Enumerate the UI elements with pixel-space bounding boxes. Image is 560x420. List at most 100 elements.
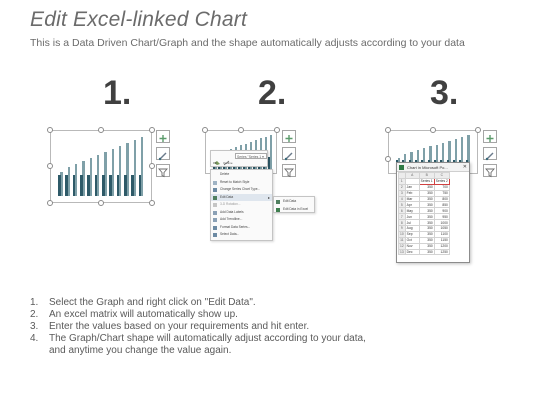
chart-elements-plus-icon[interactable] [156, 130, 170, 143]
data-cell[interactable]: 350 [418, 248, 435, 256]
chart-bar-series-2[interactable] [448, 140, 451, 173]
mini-toolbar-outline-label[interactable]: Outline [223, 161, 233, 165]
chart-bar-series-2[interactable] [133, 139, 137, 196]
chart-bar-series-1[interactable] [94, 175, 98, 196]
chart-bar-series-1[interactable] [116, 175, 120, 196]
menu-item-3d-rotation[interactable]: 3-D Rotation... [211, 201, 272, 209]
resize-handle[interactable] [238, 127, 244, 133]
excel-grid[interactable]: A B C 1 Series 1 Series 2 2 Jan 350 700 3 Feb 350 750… [398, 172, 450, 256]
resize-handle[interactable] [149, 200, 155, 206]
menu-item-select-data[interactable]: Select Data... [211, 231, 272, 239]
chart-bar-series-2[interactable] [423, 148, 426, 173]
resize-handle[interactable] [98, 127, 104, 133]
menu-item-add-data-labels[interactable]: Add Data Labels [211, 209, 272, 217]
data-cell[interactable]: 1100 [433, 230, 450, 238]
chart-filter-icon[interactable] [282, 164, 296, 178]
data-cell[interactable]: 1250 [433, 248, 450, 256]
chart-side-tools [483, 130, 499, 181]
chart-filter-icon[interactable] [483, 164, 497, 178]
chart-bar-series-2[interactable] [111, 148, 115, 196]
series-header-cell[interactable]: Series 2 [433, 177, 450, 185]
chart-styles-brush-icon[interactable] [156, 147, 170, 161]
excel-window-title-bar[interactable]: Chart in Microsoft Po... ✕ [397, 163, 469, 172]
chart-bar-series-2[interactable] [429, 146, 432, 173]
data-cell[interactable]: 1200 [433, 242, 450, 250]
chart-bar-series-2[interactable] [454, 138, 457, 173]
column-header[interactable]: C [433, 172, 450, 179]
data-cell[interactable]: 1000 [433, 219, 450, 227]
series-dropdown[interactable]: Series "Series 1 ▾ [235, 152, 267, 159]
chart-bar-series-2[interactable] [269, 135, 272, 169]
chart-bar-series-2[interactable] [442, 142, 445, 173]
data-cell[interactable]: 850 [433, 201, 450, 209]
chart-bar-series-2[interactable] [461, 136, 464, 173]
data-cell[interactable]: 1050 [433, 225, 450, 232]
resize-handle[interactable] [385, 156, 391, 162]
chart-bar-series-2[interactable] [82, 160, 85, 196]
mini-toolbar-fill-label[interactable]: Fill [213, 161, 217, 165]
data-cell[interactable]: 700 [433, 183, 450, 191]
data-cell[interactable]: 1150 [433, 236, 450, 244]
resize-handle[interactable] [475, 127, 481, 133]
chart-bar-series-2[interactable] [67, 166, 71, 196]
chart-bar-series-1[interactable] [87, 175, 90, 196]
chart-bar-series-2[interactable] [435, 144, 438, 173]
chart-bar-series-1[interactable] [109, 175, 112, 196]
chart-elements-plus-icon[interactable] [282, 130, 296, 143]
menu-item-change-chart-type[interactable]: Change Series Chart Type... [211, 186, 272, 194]
resize-handle[interactable] [202, 127, 208, 133]
chart-bar-series-2[interactable] [96, 154, 100, 196]
menu-item-add-trendline[interactable]: Add Trendline... [211, 216, 272, 224]
chart-bar-series-1[interactable] [80, 175, 83, 196]
chart-bar-series-2[interactable] [416, 150, 419, 173]
chart-frame-1[interactable] [47, 127, 155, 206]
chart-bar-series-2[interactable] [467, 135, 470, 173]
chart-bar-series-1[interactable] [267, 157, 270, 169]
submenu-item-edit-data[interactable]: Edit Data [274, 198, 314, 206]
chart-styles-brush-icon[interactable] [282, 147, 296, 161]
chart-bar-series-1[interactable] [102, 175, 105, 196]
chart-filter-icon[interactable] [156, 164, 170, 178]
chart-bar-series-1[interactable] [72, 175, 76, 196]
chart-bar-series-2[interactable] [74, 163, 78, 196]
resize-handle[interactable] [149, 163, 155, 169]
row-header[interactable]: 13 [398, 248, 406, 256]
data-cell[interactable]: 900 [433, 207, 450, 215]
chart-bar-series-1[interactable] [58, 175, 61, 196]
resize-handle[interactable] [274, 127, 280, 133]
chart-bar-series-1[interactable] [65, 175, 68, 196]
chart-bar-series-1[interactable] [124, 175, 127, 196]
resize-handle[interactable] [47, 163, 53, 169]
data-cell[interactable]: Dec [404, 248, 420, 256]
chart-bar-series-1[interactable] [138, 175, 142, 196]
chart-bar-series-1[interactable] [131, 175, 134, 196]
menu-item-delete[interactable]: Delete [211, 171, 272, 179]
close-icon[interactable]: ✕ [462, 164, 467, 170]
chart-bar-series-2[interactable] [89, 157, 93, 196]
chart-bar-series-2[interactable] [60, 172, 63, 196]
chart-bar-series-2[interactable] [140, 137, 144, 196]
outline-pen-icon[interactable] [223, 153, 231, 166]
chart-elements-plus-icon[interactable] [483, 130, 497, 143]
chart-bar-series-2[interactable] [126, 142, 129, 196]
paint-bucket-icon[interactable] [213, 153, 221, 165]
resize-handle[interactable] [47, 127, 53, 133]
data-cell[interactable]: 950 [433, 213, 450, 221]
resize-handle[interactable] [98, 200, 104, 206]
resize-handle[interactable] [430, 127, 436, 133]
menu-item-format-data-series[interactable]: Format Data Series... [211, 224, 272, 232]
mini-chart[interactable] [57, 137, 145, 196]
chart-bar-series-2[interactable] [104, 151, 107, 196]
table-row: 12 Nov 350 1200 [398, 242, 450, 250]
data-cell[interactable]: 750 [433, 189, 450, 197]
submenu-item-edit-data-in-excel[interactable]: Edit Data in Excel [274, 206, 314, 214]
chart-styles-brush-icon[interactable] [483, 147, 497, 161]
chart-bar-series-2[interactable] [118, 145, 122, 196]
resize-handle[interactable] [385, 127, 391, 133]
menu-item-reset-style[interactable]: Reset to Match Style [211, 179, 272, 187]
resize-handle[interactable] [47, 200, 53, 206]
data-cell[interactable]: 800 [433, 195, 450, 203]
resize-handle[interactable] [149, 127, 155, 133]
menu-item-edit-data[interactable]: Edit Data ▸ [211, 193, 272, 201]
